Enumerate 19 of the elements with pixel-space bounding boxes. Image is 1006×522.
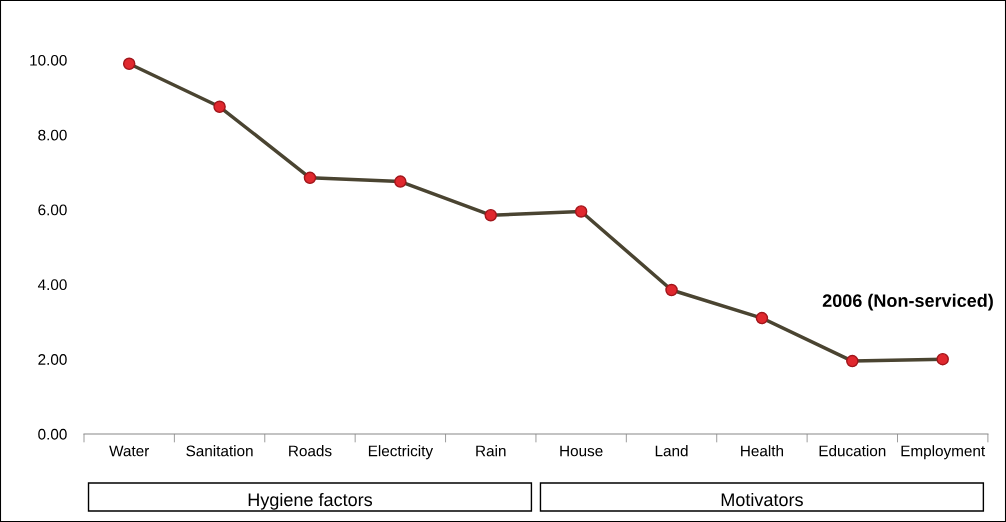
x-tick-label: Roads [289, 445, 332, 457]
y-tick-label: 2.00 [38, 354, 67, 365]
y-tick-label: 10.00 [30, 54, 67, 66]
x-tick-label: Health [741, 445, 784, 457]
x-tick-label: Employment [901, 445, 986, 460]
y-tick-label: 4.00 [37, 279, 67, 291]
x-tick-label: Education [819, 445, 886, 457]
x-tick-label: Water [109, 445, 150, 457]
y-tick-label: 8.00 [38, 129, 67, 141]
x-tick-label: House [560, 445, 603, 457]
x-tick-label: Land [655, 445, 688, 457]
text: Hygiene factors [248, 492, 373, 510]
x-tick-label: Electricity [368, 445, 434, 460]
text: Motivators [721, 492, 803, 507]
x-tick-label: Rain [476, 445, 506, 457]
y-tick-label: 0.00 [38, 428, 67, 440]
series-label: 2006 (Non-serviced) [822, 293, 993, 311]
y-tick-label: 6.00 [38, 204, 67, 216]
x-tick-label: Sanitation [186, 445, 253, 457]
